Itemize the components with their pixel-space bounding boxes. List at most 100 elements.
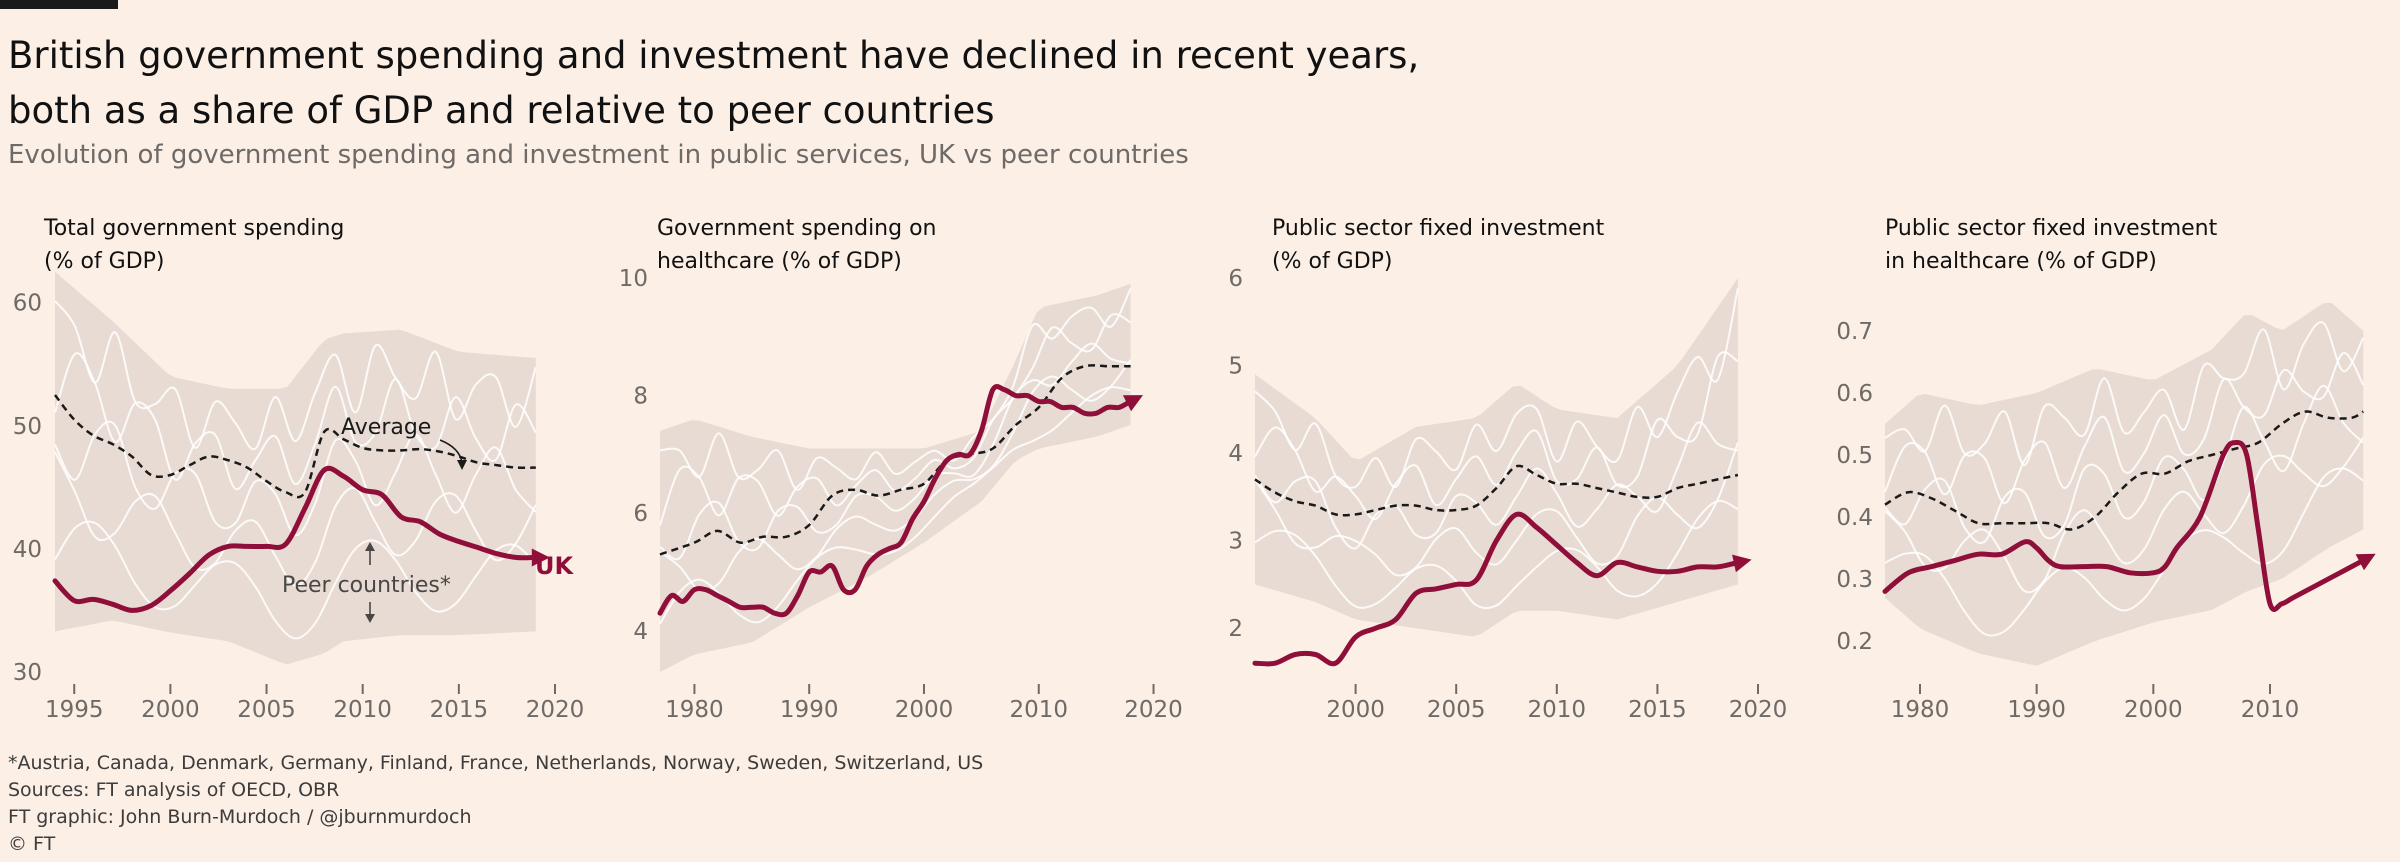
y-tick-label: 60 <box>13 291 42 317</box>
peer-down-arrow-head <box>365 614 375 623</box>
peer-up-arrow-head <box>365 542 375 551</box>
peer-country-line <box>1884 467 2364 637</box>
uk-arrowhead <box>2355 553 2376 571</box>
x-tick-label: 1995 <box>45 697 104 723</box>
footnote-sources: Sources: FT analysis of OECD, OBR <box>8 779 340 801</box>
footer-notes: *Austria, Canada, Denmark, Germany, Finl… <box>8 750 983 858</box>
chart-panel-1: 30 40 50 60 1995 2000 2005 2010 2015 2020 Average U… <box>13 271 585 723</box>
y-tick-label: 0.3 <box>1836 567 1873 593</box>
y-tick-label: 4 <box>1228 441 1243 467</box>
average-annotation-arrow <box>457 460 467 470</box>
y-tick-label: 5 <box>1228 354 1243 380</box>
peer-country-line <box>1884 436 2365 594</box>
panel-title-unit: in healthcare (% of GDP) <box>1885 249 2157 274</box>
peer-country-line <box>1884 384 2365 545</box>
x-tick-label: 2010 <box>2241 697 2300 723</box>
y-tick-label: 0.7 <box>1836 319 1873 345</box>
y-tick-label: 4 <box>633 619 648 645</box>
y-tick-label: 2 <box>1228 616 1243 642</box>
x-tick-label: 1990 <box>780 697 839 723</box>
peer-countries-band <box>1255 278 1738 637</box>
footnote-peer-countries: *Austria, Canada, Denmark, Germany, Finl… <box>8 752 984 774</box>
x-tick-label: 2000 <box>141 697 200 723</box>
uk-arrowhead <box>1122 395 1143 412</box>
x-tick-label: 2020 <box>526 697 585 723</box>
title-line-2: both as a share of GDP and relative to p… <box>8 89 995 132</box>
panel-title-unit: (% of GDP) <box>44 249 165 274</box>
peer-country-line <box>659 386 1131 625</box>
peer-country-line <box>1254 499 1739 610</box>
chart-panel-3: 2 3 4 5 6 2000 2005 2010 2015 2020 <box>1228 266 1787 723</box>
chart-title: British government spending and investme… <box>8 28 1419 138</box>
average-annotation: Average <box>341 415 431 440</box>
y-tick-label: 6 <box>633 501 648 527</box>
y-tick-label: 0.4 <box>1836 505 1873 531</box>
y-tick-label: 0.6 <box>1836 381 1873 407</box>
x-tick-label: 1990 <box>2007 697 2066 723</box>
y-tick-label: 0.2 <box>1836 629 1873 655</box>
chart-panel-4: 0.2 0.3 0.4 0.5 0.6 0.7 1980 1990 2000 2010 <box>1836 302 2376 723</box>
uk-line <box>1252 511 1739 667</box>
x-tick-label: 2010 <box>1528 697 1587 723</box>
panel-title-line: Public sector fixed investment <box>1885 216 2218 241</box>
x-tick-label: 2020 <box>1124 697 1183 723</box>
average-line <box>1254 464 1739 517</box>
y-tick-label: 6 <box>1228 266 1243 292</box>
peer-country-line <box>659 359 1132 592</box>
peer-country-line <box>54 420 537 537</box>
average-line <box>659 364 1131 556</box>
uk-annotation: UK <box>535 552 574 580</box>
x-tick-label: 2010 <box>1009 697 1068 723</box>
x-tick-label: 2000 <box>1326 697 1385 723</box>
x-tick-label: 2005 <box>1427 697 1486 723</box>
x-tick-label: 2000 <box>895 697 954 723</box>
x-tick-label: 2015 <box>430 697 489 723</box>
peer-countries-band <box>55 271 536 665</box>
peer-country-line <box>54 451 537 587</box>
uk-line <box>52 465 537 613</box>
footnote-credit: FT graphic: John Burn-Murdoch / @jburnmu… <box>8 806 472 828</box>
panel-title-unit: healthcare (% of GDP) <box>657 249 902 274</box>
peer-countries-band <box>660 283 1131 672</box>
y-tick-label: 10 <box>619 266 648 292</box>
chart-subtitle: Evolution of government spending and inv… <box>8 140 1189 170</box>
uk-line <box>1882 439 2365 613</box>
peer-country-line <box>54 300 537 451</box>
x-tick-label: 2020 <box>1729 697 1788 723</box>
panel-title-health-investment: Public sector fixed investment in health… <box>1885 212 2217 278</box>
y-tick-label: 0.5 <box>1836 443 1873 469</box>
x-tick-label: 2015 <box>1628 697 1687 723</box>
peer-countries-annotation: Peer countries* <box>282 573 451 598</box>
x-tick-label: 2005 <box>237 697 296 723</box>
y-tick-label: 30 <box>13 660 42 686</box>
y-tick-label: 8 <box>633 384 648 410</box>
peer-country-line <box>1884 321 2365 467</box>
chart-panel-2: 4 6 8 10 1980 1990 2000 2010 2020 <box>619 266 1183 723</box>
peer-countries-band <box>1885 302 2364 666</box>
y-tick-label: 40 <box>13 537 42 563</box>
x-tick-label: 2010 <box>333 697 392 723</box>
peer-country-line <box>1254 421 1739 550</box>
uk-line <box>657 384 1132 618</box>
panel-title-total-spending: Total government spending (% of GDP) <box>44 212 344 278</box>
brand-bar <box>0 0 118 9</box>
x-tick-label: 1980 <box>1891 697 1950 723</box>
title-line-1: British government spending and investme… <box>8 34 1420 77</box>
panel-title-line: Public sector fixed investment <box>1272 216 1605 241</box>
uk-arrowhead <box>531 548 550 567</box>
peer-country-line <box>1884 352 2365 505</box>
panel-title-unit: (% of GDP) <box>1272 249 1393 274</box>
panel-title-line: Total government spending <box>44 216 345 241</box>
footnote-copyright: © FT <box>8 833 56 855</box>
peer-country-line <box>659 288 1132 491</box>
panel-title-line: Government spending on <box>657 216 937 241</box>
peer-country-line <box>54 520 537 640</box>
panel-title-fixed-investment: Public sector fixed investment (% of GDP… <box>1272 212 1604 278</box>
uk-arrowhead <box>1732 554 1752 573</box>
x-tick-label: 2000 <box>2124 697 2183 723</box>
peer-country-line <box>1254 288 1739 489</box>
x-tick-label: 1980 <box>665 697 724 723</box>
y-tick-label: 3 <box>1228 529 1243 555</box>
y-tick-label: 50 <box>13 414 42 440</box>
